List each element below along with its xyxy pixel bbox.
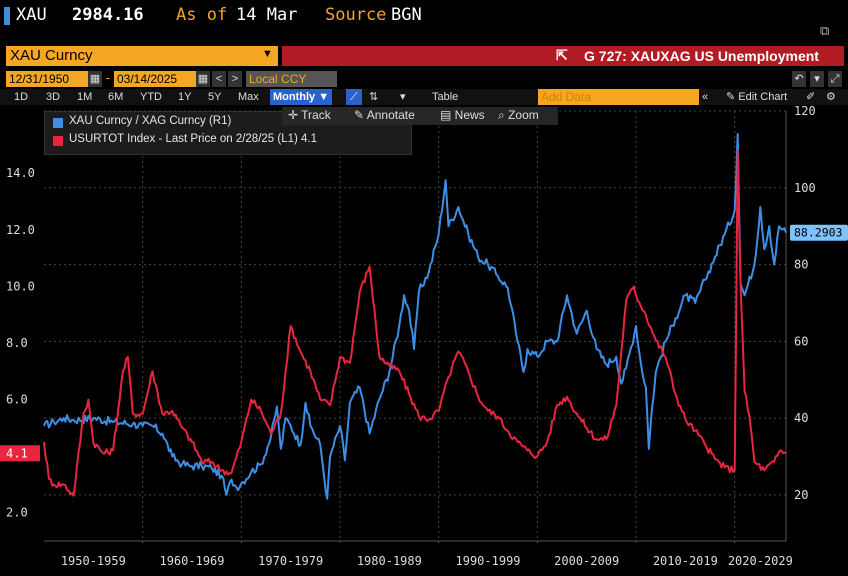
x-tick-label: 1960-1969: [159, 554, 224, 568]
as-of-value: 14 Mar: [236, 5, 298, 25]
last-value-tags: 88.2903 4.1: [0, 224, 848, 462]
left-tick-label: 12.0: [6, 223, 35, 237]
right-last-value-tag: [790, 224, 848, 241]
add-data-placeholder: Add Data: [541, 90, 592, 104]
legend-label-usurtot: USURTOT Index - Last Price on 2/28/25 (L…: [69, 133, 318, 145]
left-last-value-tag: [0, 445, 40, 462]
currency-value: Local CCY: [249, 72, 307, 86]
period-1y[interactable]: 1Y: [178, 91, 192, 103]
x-tick-label: 2020-2029: [728, 554, 793, 568]
right-tick-label: 20: [794, 488, 808, 502]
security-field[interactable]: XAU Curncy ▼: [6, 46, 278, 66]
period-5y[interactable]: 5Y: [208, 91, 222, 103]
calendar-icon[interactable]: ▦: [196, 71, 210, 87]
left-last-value-label: 4.1: [6, 446, 28, 460]
end-date-field[interactable]: 03/14/2025: [114, 71, 198, 87]
period-max[interactable]: Max: [238, 91, 259, 103]
ticker-color-marker: [4, 7, 10, 25]
calendar-icon[interactable]: ▦: [88, 71, 102, 87]
chart-toolbar: ✛ Track ✎ Annotate ▤ News ⌕ Zoom: [282, 107, 558, 125]
candlestick-icon[interactable]: ⇅: [369, 91, 379, 103]
x-tick-label: 1950-1959: [61, 554, 126, 568]
right-tick-label: 120: [794, 105, 816, 118]
plot-lines: [43, 133, 787, 500]
right-tick-label: 80: [794, 258, 808, 272]
annotate-label: Annotate: [366, 108, 415, 122]
legend-label-xau-xag: XAU Curncy / XAG Curncy (R1): [69, 115, 232, 127]
date-separator: -: [104, 71, 112, 85]
period-6m[interactable]: 6M: [108, 91, 124, 103]
news-label: News: [454, 108, 485, 122]
collapse-icon[interactable]: «: [702, 91, 709, 103]
zoom-button[interactable]: ⌕ Zoom: [498, 108, 539, 122]
period-1m[interactable]: 1M: [77, 91, 93, 103]
line-chart-icon[interactable]: ⟋: [346, 89, 362, 105]
chevron-down-icon[interactable]: ▼: [262, 48, 273, 60]
right-axis: 20 40 60 80 100 120: [785, 105, 816, 541]
chart-background: [0, 105, 848, 576]
x-tick-label: 1980-1989: [357, 554, 422, 568]
undo-icon[interactable]: ↶: [792, 71, 806, 87]
x-tick-label: 1990-1999: [456, 554, 521, 568]
period-ytd[interactable]: YTD: [140, 91, 162, 103]
annotate-button[interactable]: ✎ Annotate: [354, 108, 415, 122]
chart-title-bar: ⇱ G 727: XAUXAG US Unemployment: [282, 46, 844, 66]
period-bar: [0, 89, 848, 105]
left-tick-label: 2.0: [6, 506, 28, 520]
chart-title: G 727: XAUXAG US Unemployment: [584, 48, 819, 64]
edit-chart-button[interactable]: ✎ Edit Chart: [726, 91, 788, 103]
edit-chart-label: Edit Chart: [738, 91, 788, 103]
security-field-value: XAU Curncy: [10, 47, 93, 64]
header-bar: XAU 2984.16 As of 14 Mar Source BGN ⧉: [0, 0, 848, 39]
currency-select[interactable]: Local CCY: [246, 71, 337, 87]
source-label: Source: [325, 5, 387, 25]
series-line-usurtot: [43, 149, 787, 497]
period-3d[interactable]: 3D: [46, 91, 61, 103]
track-button[interactable]: ✛ Track: [288, 108, 331, 122]
last-price: 2984.16: [72, 5, 144, 25]
right-tick-label: 60: [794, 334, 808, 348]
period-1d[interactable]: 1D: [14, 91, 29, 103]
more-icon[interactable]: ▾: [810, 71, 824, 87]
track-label: Track: [301, 108, 331, 122]
add-data-input[interactable]: Add Data: [538, 89, 699, 105]
legend-swatch-usurtot: [53, 136, 63, 146]
frequency-select[interactable]: Monthly ▼: [270, 89, 333, 105]
chart-area[interactable]: 1950-1959 1960-1969 1970-1979 1980-1989 1990…: [0, 105, 848, 576]
left-tick-label: 14.0: [6, 166, 35, 180]
left-tick-label: 6.0: [6, 393, 28, 407]
draw-icon[interactable]: ✐: [806, 91, 816, 103]
series-line-xau-xag: [43, 133, 787, 500]
legend-swatch-xau-xag: [53, 118, 63, 128]
settings-icon[interactable]: ⚙: [826, 91, 836, 103]
more-options-icon[interactable]: ▾: [400, 91, 406, 103]
start-date-field[interactable]: 12/31/1950: [6, 71, 90, 87]
as-of-label: As of: [176, 5, 228, 25]
news-button[interactable]: ▤ News: [440, 108, 485, 122]
zoom-label: Zoom: [508, 108, 539, 122]
source-value: BGN: [391, 5, 422, 25]
chevron-left-icon[interactable]: <: [212, 71, 226, 87]
right-last-value-label: 88.2903: [794, 226, 843, 240]
x-axis: 1950-1959 1960-1969 1970-1979 1980-1989 1990…: [44, 540, 793, 568]
chevron-right-icon[interactable]: >: [228, 71, 242, 87]
expand-icon[interactable]: ⤢: [828, 71, 842, 87]
x-tick-label: 2010-2019: [653, 554, 718, 568]
right-tick-label: 100: [794, 181, 816, 195]
right-tick-label: 40: [794, 411, 808, 425]
left-tick-label: 10.0: [6, 279, 35, 293]
table-button[interactable]: Table: [432, 91, 459, 103]
window-icon[interactable]: ⧉: [820, 24, 830, 39]
ticker-symbol[interactable]: XAU: [16, 5, 47, 25]
x-tick-label: 1970-1979: [258, 554, 323, 568]
x-tick-label: 2000-2009: [554, 554, 619, 568]
external-link-icon[interactable]: ⇱: [556, 47, 568, 63]
left-tick-label: 8.0: [6, 336, 28, 350]
